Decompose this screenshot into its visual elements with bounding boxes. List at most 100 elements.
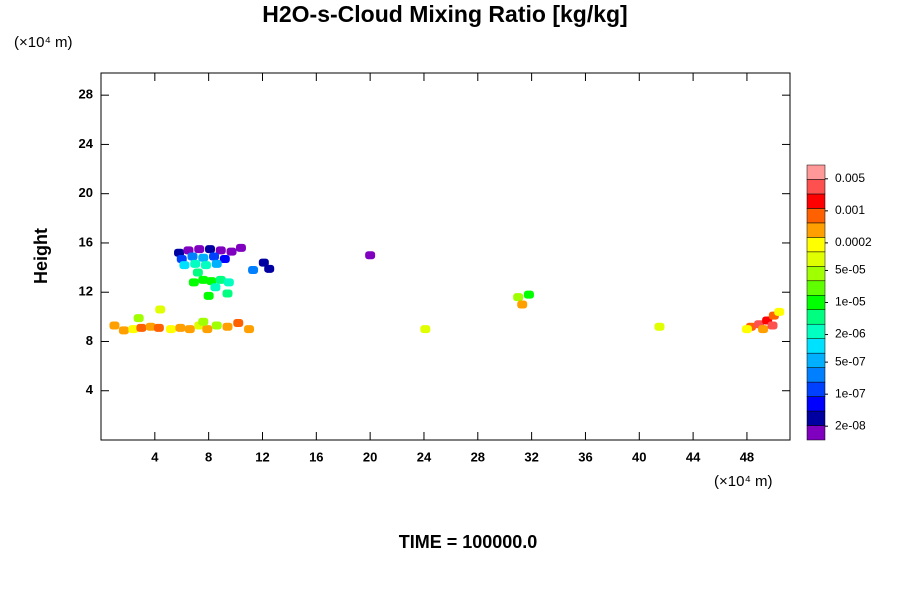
x-tick-label: 16 — [309, 449, 323, 464]
colorbar-swatch — [806, 164, 826, 180]
cloud-cell — [179, 261, 190, 270]
y-tick-label: 12 — [79, 284, 93, 299]
colorbar-swatch — [806, 266, 826, 282]
colorbar-swatch — [806, 251, 826, 267]
cloud-cell — [226, 247, 237, 256]
colorbar-swatch — [806, 280, 826, 296]
cloud-cell — [215, 246, 226, 255]
colorbar-label: 1e-05 — [835, 295, 866, 309]
cloud-cell — [365, 251, 376, 260]
y-tick-label: 8 — [86, 333, 93, 348]
colorbar-label: 2e-06 — [835, 327, 866, 341]
colorbar-swatch — [806, 338, 826, 354]
colorbar-label: 5e-07 — [835, 354, 866, 368]
colorbar-label: 0.0002 — [835, 235, 872, 249]
colorbar-swatch — [806, 352, 826, 368]
y-tick-label: 28 — [79, 87, 93, 102]
colorbar-label: 0.005 — [835, 171, 865, 185]
x-tick-label: 4 — [151, 449, 159, 464]
cloud-cell — [215, 275, 226, 284]
cloud-cell — [223, 278, 234, 287]
colorbar-swatch — [806, 309, 826, 325]
cloud-cell — [210, 283, 221, 292]
colorbar-label: 5e-05 — [835, 263, 866, 277]
cloud-cell — [420, 325, 431, 334]
cloud-cell — [654, 322, 665, 331]
cloud-cell — [198, 275, 209, 284]
x-tick-label: 32 — [524, 449, 538, 464]
cloud-cell — [517, 300, 528, 309]
y-unit: (×10⁴ m) — [14, 34, 73, 51]
cloud-cell — [175, 323, 186, 332]
colorbar-swatch — [806, 396, 826, 412]
cloud-cell — [165, 325, 176, 334]
colorbar-swatch — [806, 381, 826, 397]
colorbar-swatch — [806, 179, 826, 195]
y-tick-label: 4 — [86, 382, 94, 397]
x-tick-label: 40 — [632, 449, 646, 464]
cloud-cell — [233, 319, 244, 328]
y-tick-label: 16 — [79, 234, 93, 249]
cloud-cell — [198, 317, 209, 326]
cloud-cell — [774, 307, 785, 316]
colorbar-swatch — [806, 237, 826, 253]
cloud-cell — [187, 252, 198, 261]
cloud-cell — [211, 259, 222, 268]
x-unit: (×10⁴ m) — [714, 473, 773, 490]
cloud-cell — [513, 293, 524, 302]
y-axis-label: Height — [31, 228, 51, 284]
x-tick-label: 44 — [686, 449, 701, 464]
colorbar-swatch — [806, 208, 826, 224]
cloud-cell — [176, 254, 187, 263]
plot-frame — [100, 72, 791, 441]
colorbar-swatch — [806, 193, 826, 209]
cloud-cell — [198, 253, 209, 262]
x-tick-label: 28 — [471, 449, 485, 464]
cloud-cell — [128, 325, 139, 334]
cloud-cell — [183, 246, 194, 255]
colorbar-swatch — [806, 323, 826, 339]
cloud-cell — [155, 305, 166, 314]
colorbar-swatch — [806, 222, 826, 238]
x-tick-label: 20 — [363, 449, 377, 464]
cloud-cell — [194, 245, 205, 254]
x-tick-label: 36 — [578, 449, 592, 464]
cloud-cell — [188, 278, 199, 287]
cloud-cell — [184, 325, 195, 334]
cloud-cell — [222, 322, 233, 331]
cloud-cell — [244, 325, 255, 334]
cloud-cell — [200, 261, 211, 270]
colorbar-label: 1e-07 — [835, 386, 866, 400]
cloud-cell — [523, 290, 534, 299]
cloud-cell — [203, 291, 214, 300]
cloud-cell — [190, 259, 201, 268]
x-tick-label: 48 — [740, 449, 754, 464]
cloud-cell — [205, 245, 216, 254]
colorbar-swatch — [806, 295, 826, 310]
cloud-cell — [202, 325, 213, 334]
cloud-cell — [264, 264, 275, 273]
cloud-cell — [174, 248, 185, 257]
cloud-cell — [206, 277, 217, 286]
cloud-cell — [219, 254, 230, 263]
colorbar-label: 2e-08 — [835, 418, 866, 432]
y-tick-label: 20 — [79, 185, 93, 200]
cloud-cell — [211, 321, 222, 330]
time-annotation: TIME = 100000.0 — [399, 532, 538, 552]
cloud-cell — [258, 258, 269, 267]
cloud-cell — [192, 268, 203, 277]
cloud-cell — [767, 321, 778, 330]
colorbar-label: 0.001 — [835, 203, 865, 217]
cloud-cell — [758, 325, 769, 334]
cloud-cell — [235, 243, 246, 252]
cloud-cell — [209, 252, 220, 261]
x-tick-label: 24 — [417, 449, 432, 464]
colorbar-swatch — [806, 367, 826, 383]
cloud-cell — [133, 314, 144, 323]
cloud-cell — [248, 266, 259, 275]
cloud-cell — [109, 321, 120, 330]
y-tick-label: 24 — [79, 136, 94, 151]
cloud-cell — [222, 289, 233, 298]
cloud-cell — [118, 326, 129, 335]
